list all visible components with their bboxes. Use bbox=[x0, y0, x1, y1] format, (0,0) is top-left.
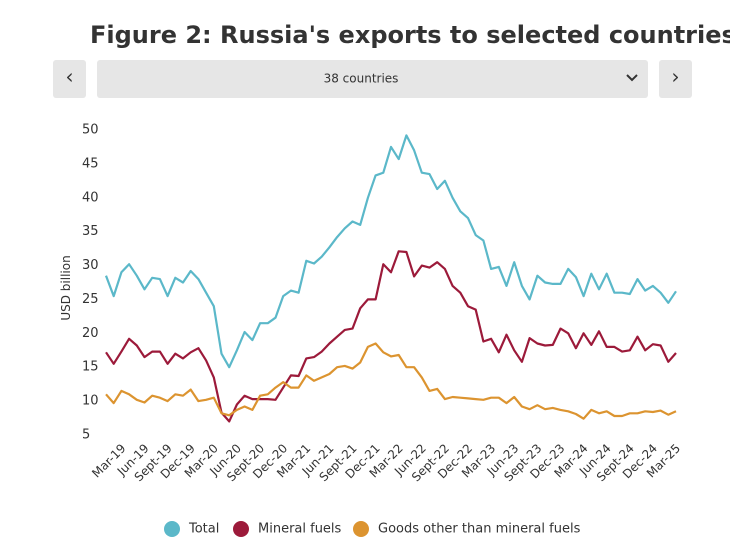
prev-button[interactable]: ‹ bbox=[53, 60, 86, 98]
legend-swatch bbox=[233, 521, 249, 537]
next-button-bg[interactable] bbox=[659, 60, 692, 98]
y-tick-label: 50 bbox=[82, 123, 99, 138]
y-tick-label: 15 bbox=[82, 360, 99, 375]
dropdown-chevron[interactable] bbox=[626, 74, 638, 82]
legend-label: Total bbox=[188, 522, 219, 537]
prev-icon[interactable]: ‹ bbox=[66, 65, 74, 89]
y-tick-label: 40 bbox=[82, 190, 99, 205]
next-icon[interactable]: › bbox=[672, 65, 680, 89]
y-tick-label: 25 bbox=[82, 292, 99, 307]
dropdown[interactable]: 38 countries bbox=[97, 60, 648, 98]
y-tick-label: 35 bbox=[82, 224, 99, 239]
y-axis-label: USD billion bbox=[59, 255, 73, 320]
y-tick-label: 45 bbox=[82, 156, 99, 171]
legend-item: Total bbox=[164, 521, 219, 537]
next-button[interactable]: › bbox=[659, 60, 692, 98]
series-line bbox=[105, 250, 677, 423]
dropdown-bg[interactable] bbox=[97, 60, 648, 98]
chart-title: Figure 2: Russia's exports to selected c… bbox=[90, 21, 730, 49]
y-tick-label: 20 bbox=[82, 326, 99, 341]
legend-label: Goods other than mineral fuels bbox=[378, 522, 581, 537]
y-tick-label: 30 bbox=[82, 258, 99, 273]
prev-button-bg[interactable] bbox=[53, 60, 86, 98]
legend-item: Mineral fuels bbox=[233, 521, 342, 537]
y-tick-label: 10 bbox=[82, 394, 99, 409]
dropdown-text[interactable]: 38 countries bbox=[324, 72, 399, 86]
legend-swatch bbox=[353, 521, 369, 537]
legend-swatch bbox=[164, 521, 180, 537]
series-line bbox=[104, 134, 677, 369]
legend-item: Goods other than mineral fuels bbox=[353, 521, 581, 537]
legend-label: Mineral fuels bbox=[258, 522, 342, 537]
y-tick-label: 5 bbox=[82, 428, 90, 443]
series-line bbox=[105, 342, 677, 420]
